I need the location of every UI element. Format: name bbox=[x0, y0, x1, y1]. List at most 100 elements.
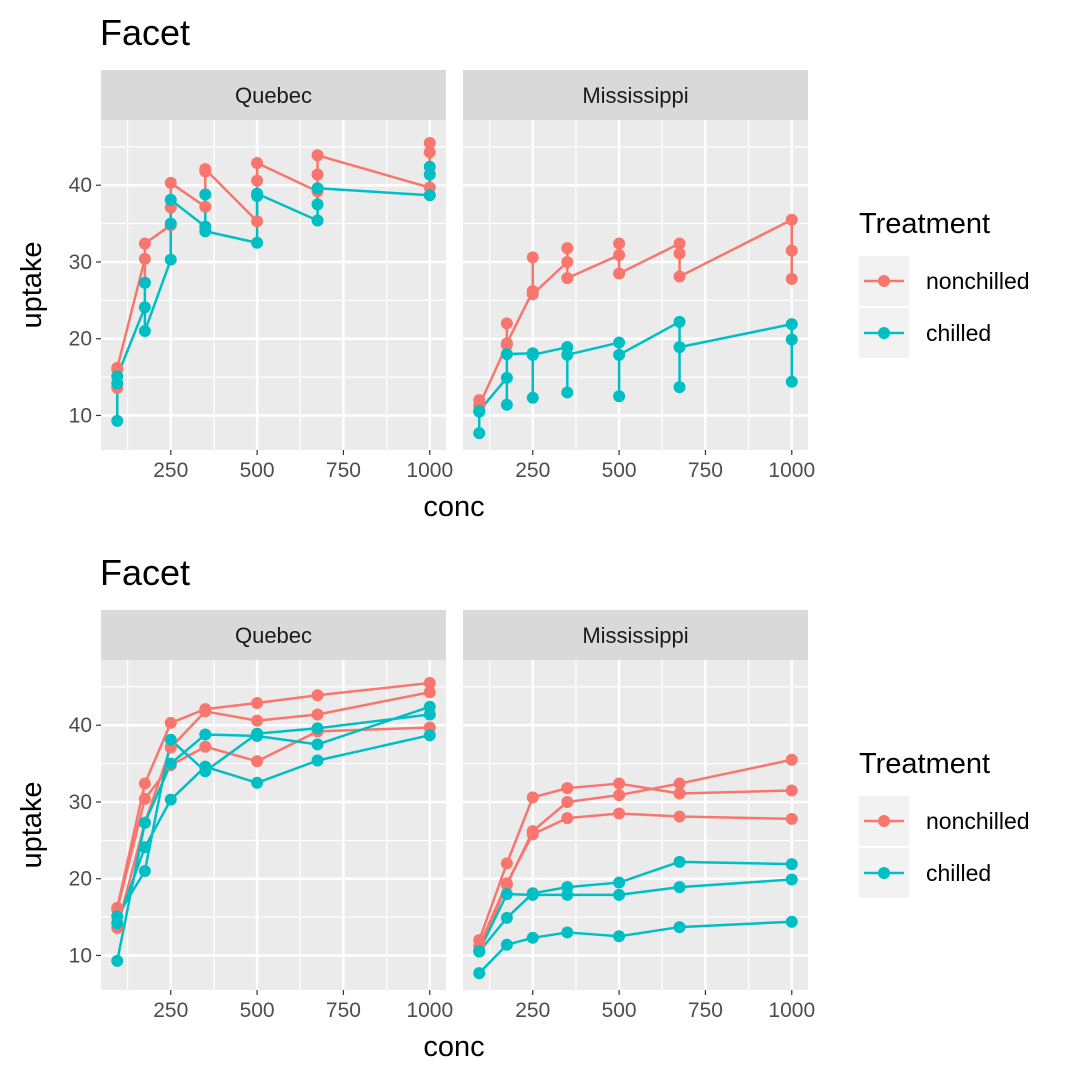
data-point-Qc2 bbox=[111, 954, 124, 967]
data-point-Mc3 bbox=[785, 873, 798, 886]
x-axis-ticks: 250 500 750 1000 bbox=[515, 450, 815, 482]
y-tick-label: 10 bbox=[69, 404, 92, 427]
data-point-Mc2 bbox=[785, 915, 798, 928]
x-axis-ticks: 250 500 750 1000 bbox=[153, 990, 453, 1022]
data-point-Mc1 bbox=[500, 371, 513, 384]
facet-strip-label: Mississippi bbox=[582, 623, 688, 648]
facet-strip bbox=[463, 70, 808, 120]
data-point-Qc3 bbox=[251, 187, 264, 200]
panel-background bbox=[463, 120, 808, 450]
data-point-Qn1 bbox=[199, 740, 212, 753]
data-point-Qc3 bbox=[111, 910, 124, 923]
data-point-Qn2 bbox=[423, 686, 436, 699]
data-point-Mc2 bbox=[526, 391, 539, 404]
data-point-Qn3 bbox=[111, 901, 124, 914]
data-point-Mn2 bbox=[500, 317, 513, 330]
facet-panel-quebec: Quebec 250 500 750 1000 bbox=[101, 610, 453, 1022]
data-point-Mc3 bbox=[526, 348, 539, 361]
data-point-Qc3 bbox=[311, 182, 324, 195]
legend-entry-label: chilled bbox=[926, 860, 991, 886]
data-point-Qn2 bbox=[423, 146, 436, 159]
data-point-Mc3 bbox=[561, 888, 574, 901]
data-point-Mc3 bbox=[673, 341, 686, 354]
panel-background bbox=[101, 660, 446, 990]
data-point-Qn3 bbox=[199, 703, 212, 716]
x-tick-label: 500 bbox=[602, 459, 637, 482]
data-point-Mc2 bbox=[500, 398, 513, 411]
data-point-Qc3 bbox=[164, 193, 177, 206]
data-point-Mc3 bbox=[613, 348, 626, 361]
x-tick-label: 750 bbox=[326, 459, 361, 482]
data-point-Mc3 bbox=[500, 348, 513, 361]
y-tick-label: 40 bbox=[69, 174, 92, 197]
facet-strip-label: Quebec bbox=[235, 623, 312, 648]
x-tick-label: 750 bbox=[688, 999, 723, 1022]
x-axis-ticks: 250 500 750 1000 bbox=[515, 990, 815, 1022]
data-point-Mc1 bbox=[613, 876, 626, 889]
x-tick-label: 1000 bbox=[768, 999, 815, 1022]
y-axis-ticks: 10 20 30 40 bbox=[69, 174, 101, 427]
legend-key-point bbox=[878, 815, 890, 827]
data-point-Mc2 bbox=[613, 390, 626, 403]
data-point-Qc1 bbox=[311, 214, 324, 227]
x-tick-label: 1000 bbox=[406, 459, 453, 482]
data-point-Qn3 bbox=[138, 237, 151, 250]
chart-title: Facet bbox=[100, 552, 190, 593]
data-point-Mn3 bbox=[500, 877, 513, 890]
legend-title: Treatment bbox=[859, 208, 990, 240]
facet-strip bbox=[463, 610, 808, 660]
data-point-Mc1 bbox=[500, 911, 513, 924]
data-point-Qn3 bbox=[423, 677, 436, 690]
data-point-Mn2 bbox=[613, 237, 626, 250]
data-point-Mn2 bbox=[785, 784, 798, 797]
data-point-Qc1 bbox=[311, 754, 324, 767]
data-point-Qc1 bbox=[138, 301, 151, 314]
data-point-Mc1 bbox=[673, 855, 686, 868]
y-tick-label: 40 bbox=[69, 714, 92, 737]
data-point-Mn1 bbox=[785, 213, 798, 226]
data-point-Qc2 bbox=[138, 816, 151, 829]
legend-title: Treatment bbox=[859, 748, 990, 780]
data-point-Mc3 bbox=[785, 333, 798, 346]
data-point-Mc3 bbox=[561, 348, 574, 361]
data-point-Qn1 bbox=[199, 200, 212, 213]
data-point-Mc2 bbox=[673, 381, 686, 394]
data-point-Qn1 bbox=[138, 252, 151, 265]
data-point-Mn2 bbox=[526, 251, 539, 264]
y-tick-label: 30 bbox=[69, 251, 92, 274]
data-point-Qn3 bbox=[423, 137, 436, 150]
legend-key-point bbox=[878, 327, 890, 339]
y-tick-label: 20 bbox=[69, 328, 92, 351]
data-point-Qc2 bbox=[164, 757, 177, 770]
legend: Treatment nonchilled chilled bbox=[859, 208, 1030, 358]
data-point-Qn3 bbox=[251, 156, 264, 169]
data-point-Mn3 bbox=[500, 337, 513, 350]
data-point-Qc3 bbox=[199, 225, 212, 238]
x-axis-title: conc bbox=[423, 491, 484, 523]
data-point-Qc2 bbox=[111, 414, 124, 427]
data-point-Mc2 bbox=[613, 930, 626, 943]
data-point-Mc3 bbox=[613, 888, 626, 901]
data-point-Mn3 bbox=[673, 810, 686, 823]
x-tick-label: 500 bbox=[240, 999, 275, 1022]
data-point-Mc3 bbox=[473, 404, 486, 417]
data-point-Mc2 bbox=[500, 938, 513, 951]
data-point-Qc3 bbox=[111, 370, 124, 383]
data-point-Mc1 bbox=[785, 318, 798, 331]
x-tick-label: 500 bbox=[240, 459, 275, 482]
data-point-Qc3 bbox=[311, 722, 324, 735]
data-point-Mn3 bbox=[526, 288, 539, 301]
data-point-Qc2 bbox=[164, 217, 177, 230]
chart-title: Facet bbox=[100, 12, 190, 53]
data-point-Qc3 bbox=[423, 168, 436, 181]
data-point-Qn3 bbox=[251, 696, 264, 709]
data-point-Mn1 bbox=[561, 795, 574, 808]
data-point-Qc1 bbox=[423, 729, 436, 742]
data-point-Mn1 bbox=[673, 777, 686, 790]
y-tick-label: 10 bbox=[69, 944, 92, 967]
legend-entry-label: chilled bbox=[926, 320, 991, 346]
x-axis-ticks: 250 500 750 1000 bbox=[153, 450, 453, 482]
data-point-Mn2 bbox=[673, 247, 686, 260]
data-point-Mn3 bbox=[526, 828, 539, 841]
